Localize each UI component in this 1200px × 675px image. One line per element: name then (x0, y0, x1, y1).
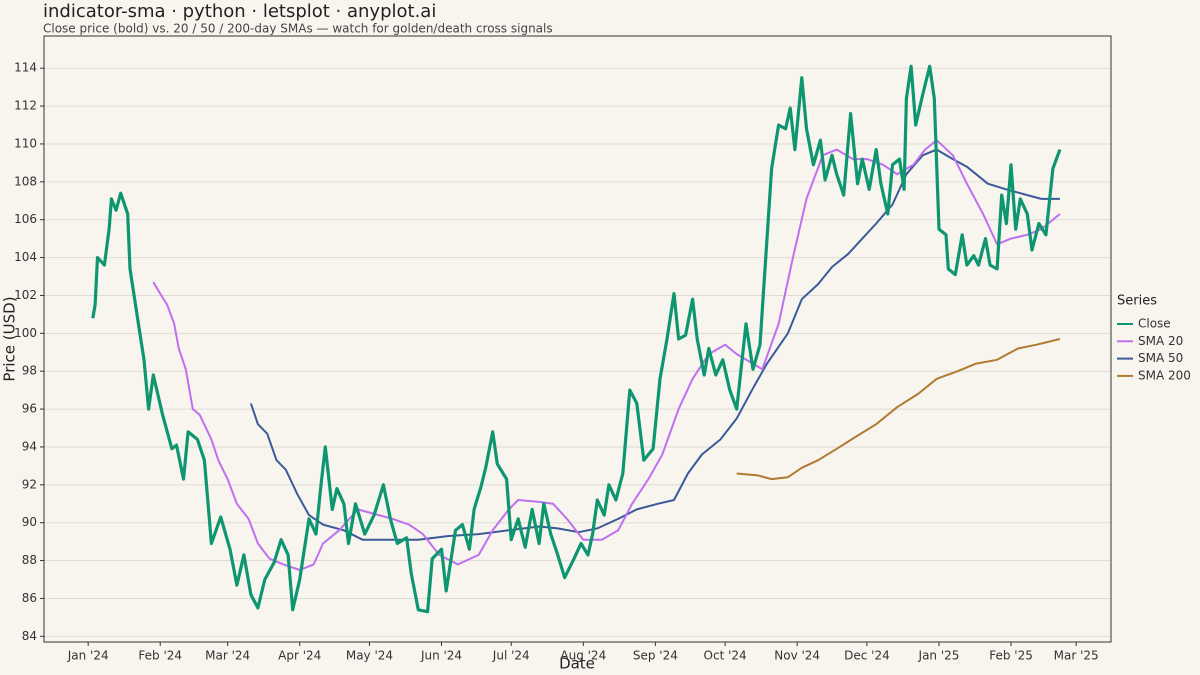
x-tick-label: Dec '24 (844, 649, 890, 663)
y-tick-label: 104 (14, 250, 37, 264)
x-tick-label: Apr '24 (278, 649, 321, 663)
chart-title: indicator-sma · python · letsplot · anyp… (43, 1, 436, 22)
x-tick-label: Feb '24 (138, 649, 182, 663)
y-tick-label: 92 (22, 477, 37, 491)
x-tick-label: Jan '24 (67, 649, 109, 663)
x-tick-label: Aug '24 (560, 649, 606, 663)
y-tick-label: 84 (22, 629, 37, 643)
plot-area: 84 86 88 90 92 94 96 98 100 102 104 106 108 110 112 114… (14, 35, 1112, 663)
series-line (736, 338, 1061, 481)
y-tick-label: 94 (22, 439, 37, 453)
y-tick-label: 90 (22, 515, 37, 529)
legend-title: Series (1117, 294, 1157, 309)
legend-label: Close (1138, 317, 1171, 331)
y-tick-label: 86 (22, 591, 37, 605)
x-tick-label: Jan '25 (918, 649, 960, 663)
chart-subtitle: Close price (bold) vs. 20 / 50 / 200-day… (43, 22, 553, 36)
x-axis-label: Date (559, 655, 595, 673)
x-tick-label: Jun '24 (420, 649, 462, 663)
x-tick-label: Oct '24 (704, 649, 747, 663)
y-tick-label: 98 (22, 364, 37, 378)
y-axis-label: Price (USD) (1, 296, 19, 381)
x-tick-label: Sep '24 (633, 649, 678, 663)
x-tick-label: Mar '25 (1054, 649, 1099, 663)
x-tick-label: Nov '24 (774, 649, 820, 663)
plot-background (44, 36, 1111, 642)
y-tick-label: 96 (22, 402, 37, 416)
series-line (249, 148, 1060, 541)
series-line (91, 64, 1062, 614)
y-tick-label: 112 (14, 99, 37, 113)
series-line (152, 139, 1061, 571)
legend: Series Close SMA 20 SMA 50 SMA 200 (1117, 294, 1191, 382)
x-tick-label: Jul '24 (492, 649, 530, 663)
legend-label: SMA 50 (1138, 351, 1183, 365)
plot-border (43, 35, 1112, 643)
y-tick-label: 100 (14, 326, 37, 340)
y-tick-label: 102 (14, 288, 37, 302)
x-tick-label: Feb '25 (989, 649, 1033, 663)
y-tick-label: 88 (22, 553, 37, 567)
y-tick-label: 110 (14, 136, 37, 150)
legend-label: SMA 200 (1138, 368, 1191, 382)
y-tick-label: 106 (14, 212, 37, 226)
legend-label: SMA 20 (1138, 334, 1183, 348)
x-tick-label: Mar '24 (205, 649, 250, 663)
y-tick-label: 114 (14, 61, 37, 75)
y-tick-label: 108 (14, 174, 37, 188)
x-tick-label: May '24 (346, 649, 393, 663)
